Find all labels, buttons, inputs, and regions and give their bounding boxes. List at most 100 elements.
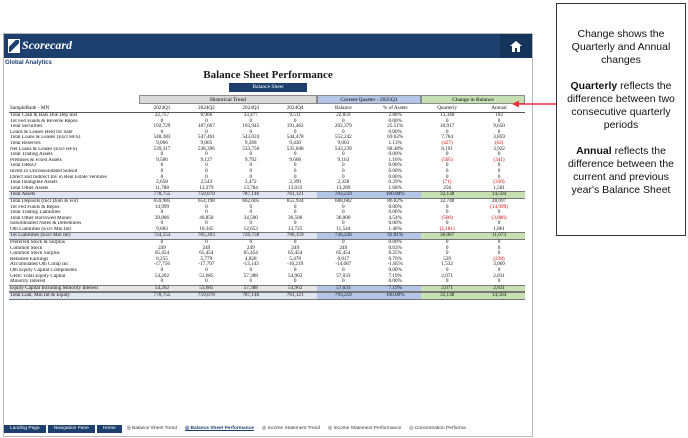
cell-value: 9,506	[156, 156, 168, 163]
cell-value: 54,962	[288, 272, 303, 279]
table-row: Premises & Fixed Assets 9,506 9,127 9,792 9,…	[9, 156, 525, 164]
cell-value: 8,966	[200, 112, 213, 118]
cell-value: 0	[293, 267, 297, 274]
cell-value: -1.85%	[387, 261, 403, 268]
cell-value: 0	[445, 167, 449, 174]
row-label: Oth Equity Capital Components	[10, 268, 77, 274]
tab-income-statement-performance[interactable]: ◎ Income Statement Performance	[325, 425, 404, 433]
cell-value: 32,138	[421, 192, 474, 198]
cell-value: 0	[160, 162, 164, 169]
cell-value: 0	[249, 220, 253, 227]
cell-value: 0	[249, 151, 253, 158]
cell-value: 7.19%	[388, 272, 402, 279]
cell-value: 0.76%	[388, 255, 402, 262]
cell-value: 193,945	[242, 123, 260, 130]
callout-arrow-icon	[512, 100, 558, 108]
cell-value: 0.00%	[388, 278, 402, 285]
cell-value: 0	[160, 278, 164, 285]
cell-value: 11,673	[473, 233, 525, 240]
table-row: Total Other Assets 11,788 12,379 13,784 13,0…	[9, 185, 525, 192]
row-label: Common Stock Surplus	[10, 251, 60, 257]
row-label: Preferred Stock & Surplus	[10, 240, 65, 246]
cell-value: 2,071	[421, 285, 474, 292]
callout-intro: Change shows the Quarterly and Annual ch…	[571, 28, 671, 66]
row-label: Tot Fed Funds & Repos	[10, 204, 60, 210]
current-quarter-header: Current Quarter - 2025Q1	[317, 95, 421, 104]
table-row: Accumulated Oth Comp Inc -17,756 -17,797 -1…	[9, 262, 525, 268]
cell-value: (500)	[441, 214, 453, 221]
brand-logo: Scorecard	[8, 38, 72, 53]
cell-value: 0	[445, 220, 449, 227]
cell-value: 0	[497, 173, 501, 180]
cell-value: 86.82%	[387, 197, 404, 204]
cell-value: 39,886	[154, 214, 170, 221]
cell-value: 0	[160, 209, 164, 216]
cell-value: 0	[445, 203, 449, 210]
tab-label: Income Statement Trend	[267, 426, 321, 431]
cell-value: 2,328	[337, 179, 350, 186]
cell-value: (330)	[493, 179, 505, 186]
cell-value: 0	[249, 162, 253, 169]
cell-value: 0	[293, 151, 297, 158]
cell-value: 0	[205, 278, 208, 285]
cell-value: 249	[158, 244, 166, 251]
cell-value: 9,065	[200, 139, 213, 146]
tab-home[interactable]: Home	[96, 425, 122, 433]
tab-balance-sheet-performance[interactable]: ◎ Balance Sheet Performance	[182, 425, 257, 433]
cell-value: 9,268	[244, 139, 257, 146]
row-label: Total Deposits (Incl Dom & For)	[10, 198, 79, 204]
cell-value: 0	[249, 239, 253, 246]
sheet-tab-icon: ◎	[328, 426, 334, 431]
cell-value: 0	[293, 278, 297, 285]
tab-landing-page[interactable]: Landing Page	[4, 425, 46, 433]
row-label: Net Loans & Leases (Excl HFS)	[10, 146, 78, 152]
cell-value: 0	[293, 128, 297, 135]
cell-value: 4.54%	[388, 214, 402, 221]
cell-value: 543,024	[242, 134, 260, 141]
tab-label: Landing Page	[10, 426, 40, 431]
cell-value: 2,831	[493, 272, 505, 279]
cell-value: 0	[445, 209, 449, 216]
cell-value: 9,792	[244, 156, 257, 163]
cell-value: 535,048	[286, 145, 304, 152]
cell-value: 9,066	[156, 139, 168, 146]
table-row: Total Liab, Min Int & Equity 778,755 759,0…	[9, 292, 525, 300]
cell-value: 0	[293, 173, 297, 180]
tab-concentration-performa[interactable]: ◎ Concentration Performa	[406, 425, 468, 433]
home-button[interactable]	[500, 34, 532, 58]
cell-value: 0.00%	[388, 239, 402, 246]
tab-navigation-pane[interactable]: Navigation Pane	[47, 425, 95, 433]
cell-value: 249	[291, 244, 300, 251]
cell-value: 0	[293, 209, 297, 216]
tab-balance-sheet-trend[interactable]: ◎ Balance Sheet Trend	[124, 425, 180, 433]
tab-label: Balance Sheet Performance	[190, 426, 254, 431]
cell-value: 22,859	[336, 112, 351, 118]
table-row: Loans & Leases Held for Sale 0 0 0 0 0 0.00% 0 0	[9, 128, 525, 136]
cell-value: 533,756	[242, 145, 260, 152]
sheet-tab-icon: ◎	[126, 426, 133, 431]
cell-value: 249	[339, 244, 348, 251]
cell-value: 1.13%	[388, 139, 402, 146]
cell-value: 0	[342, 220, 345, 227]
cell-value: 0	[249, 128, 253, 135]
home-icon	[510, 40, 522, 52]
cell-value: 654,198	[197, 197, 215, 204]
tab-label: Navigation Pane	[53, 426, 89, 431]
cell-value: 0	[249, 117, 253, 124]
cell-value: 6,255	[156, 255, 168, 262]
table-row: Total Securities 192,729 187,667 193,945 191…	[9, 124, 525, 130]
cell-value: 0	[160, 128, 164, 135]
cell-value: 0	[160, 220, 164, 227]
row-label: Total Other Borrowed Money	[10, 215, 72, 221]
cell-value: (71)	[442, 179, 452, 186]
cell-value: 0	[160, 117, 164, 124]
row-label: Oth Liabilities (Excl Min Int)	[10, 226, 72, 232]
tab-income-statement-trend[interactable]: ◎ Income Statement Trend	[259, 425, 323, 433]
page-title: Balance Sheet Performance	[203, 69, 333, 81]
cell-value: 9,163	[337, 156, 350, 163]
cell-value: Balance	[334, 105, 352, 111]
cell-value: 9,668	[289, 156, 301, 163]
cell-value: 0	[205, 239, 208, 246]
report-window: Scorecard Global Analytics Balance Sheet…	[3, 33, 533, 437]
cell-value: 30,067	[421, 233, 474, 240]
